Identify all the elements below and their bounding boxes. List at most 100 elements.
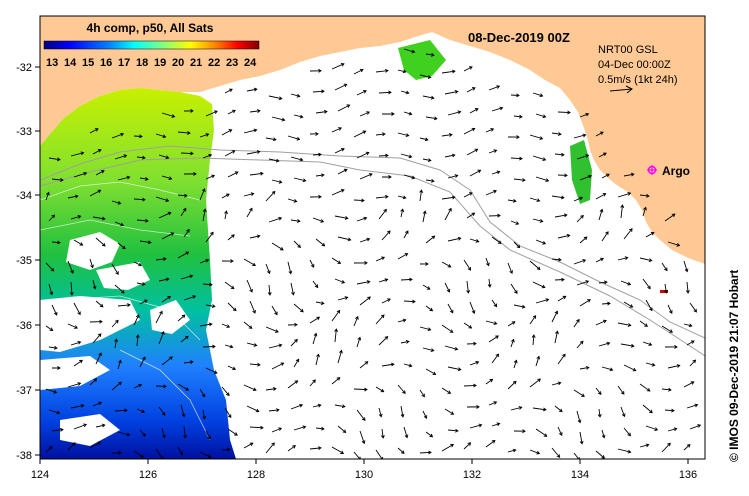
current-arrow-head xyxy=(380,388,385,393)
current-arrow xyxy=(441,196,455,200)
current-arrow-head xyxy=(542,114,547,119)
current-arrow-head xyxy=(159,310,163,315)
current-arrow-head xyxy=(384,194,389,199)
current-arrow-head xyxy=(457,236,462,241)
current-arrow-head xyxy=(430,348,435,352)
current-arrow xyxy=(202,409,206,419)
current-arrow-head xyxy=(202,415,207,420)
sst-isotherms xyxy=(40,181,211,441)
current-arrow xyxy=(598,342,610,347)
current-arrow-head xyxy=(209,282,213,287)
current-arrow xyxy=(268,95,282,100)
current-arrow-head xyxy=(562,295,567,300)
current-arrow-head xyxy=(379,456,384,459)
current-arrow-head xyxy=(316,353,320,358)
current-arrow xyxy=(689,424,701,430)
current-arrow-head xyxy=(338,127,342,131)
current-arrow-head xyxy=(80,151,85,156)
current-arrow xyxy=(312,153,322,156)
current-arrow-head xyxy=(77,215,82,219)
current-arrow-head xyxy=(278,427,283,431)
current-arrow xyxy=(466,280,469,293)
current-arrow-head xyxy=(387,230,391,235)
current-arrow-head xyxy=(271,190,276,195)
current-arrow xyxy=(419,326,431,331)
current-arrow-head xyxy=(563,213,568,218)
current-arrow xyxy=(579,431,583,444)
current-arrow xyxy=(535,176,549,182)
current-arrow xyxy=(265,137,276,141)
current-arrow xyxy=(507,381,517,390)
current-arrow xyxy=(554,153,564,156)
x-tick-label: 132 xyxy=(463,469,481,481)
current-arrow-head xyxy=(267,292,272,296)
current-arrow xyxy=(111,133,124,139)
current-arrow xyxy=(180,336,189,343)
current-arrow xyxy=(375,449,383,459)
current-arrow xyxy=(441,387,451,394)
current-arrow-head xyxy=(402,195,407,200)
current-arrow xyxy=(155,311,163,324)
current-arrow xyxy=(353,316,359,327)
current-arrow xyxy=(639,257,652,262)
current-arrow xyxy=(532,334,535,346)
current-arrow xyxy=(576,280,589,286)
current-arrow xyxy=(249,300,256,314)
current-arrow xyxy=(576,215,584,223)
current-arrow xyxy=(271,242,284,251)
current-arrow xyxy=(579,236,588,244)
current-arrow xyxy=(683,381,694,388)
current-arrow-head xyxy=(597,414,602,418)
current-arrow-head xyxy=(213,110,218,114)
current-arrow-head xyxy=(340,450,345,454)
current-arrow xyxy=(403,363,412,367)
current-arrow xyxy=(337,425,346,433)
current-arrow-head xyxy=(189,274,194,279)
current-arrow-head xyxy=(183,435,187,439)
current-arrow-head xyxy=(522,429,526,434)
current-arrow xyxy=(491,423,500,427)
current-arrow-head xyxy=(141,282,146,286)
current-arrow xyxy=(507,262,513,274)
current-arrow xyxy=(375,256,385,262)
current-arrow-head xyxy=(511,338,515,343)
current-arrow-head xyxy=(694,403,699,408)
current-arrow xyxy=(161,356,173,366)
current-arrow xyxy=(595,131,604,137)
current-arrow-head xyxy=(257,362,261,367)
current-arrow-head xyxy=(229,88,233,93)
current-arrow-head xyxy=(344,296,349,300)
current-arrow-head xyxy=(629,304,634,308)
current-arrow xyxy=(598,209,603,221)
current-arrow xyxy=(136,282,145,285)
current-arrow xyxy=(287,135,300,140)
current-arrow xyxy=(359,173,373,180)
current-arrow-head xyxy=(514,290,518,294)
colorbar xyxy=(43,40,260,50)
current-arrow-head xyxy=(115,319,119,324)
current-arrow-head xyxy=(388,175,392,179)
current-arrow-head xyxy=(513,359,518,364)
current-arrow-head xyxy=(321,89,325,94)
current-arrow-head xyxy=(384,68,389,73)
current-arrow-head xyxy=(234,432,238,436)
current-arrow xyxy=(334,83,347,91)
current-arrow-head xyxy=(491,439,496,444)
current-arrow xyxy=(268,158,279,162)
current-arrow-head xyxy=(467,442,472,446)
current-arrow-head xyxy=(545,298,550,302)
current-arrow xyxy=(271,362,284,370)
current-arrow-head xyxy=(648,258,653,263)
current-arrow xyxy=(441,261,451,268)
current-arrow-head xyxy=(115,271,119,276)
y-axis: -32 -33 -34 -35 -36 -37 -38 xyxy=(16,62,40,462)
current-arrow xyxy=(136,219,148,222)
current-arrow-head xyxy=(364,387,368,392)
current-arrow xyxy=(227,171,239,178)
current-arrow xyxy=(551,195,564,199)
current-arrow xyxy=(532,218,543,222)
plot-frame xyxy=(39,15,706,460)
current-arrow xyxy=(265,191,276,202)
current-arrow xyxy=(331,127,342,133)
current-arrow-head xyxy=(579,196,584,201)
